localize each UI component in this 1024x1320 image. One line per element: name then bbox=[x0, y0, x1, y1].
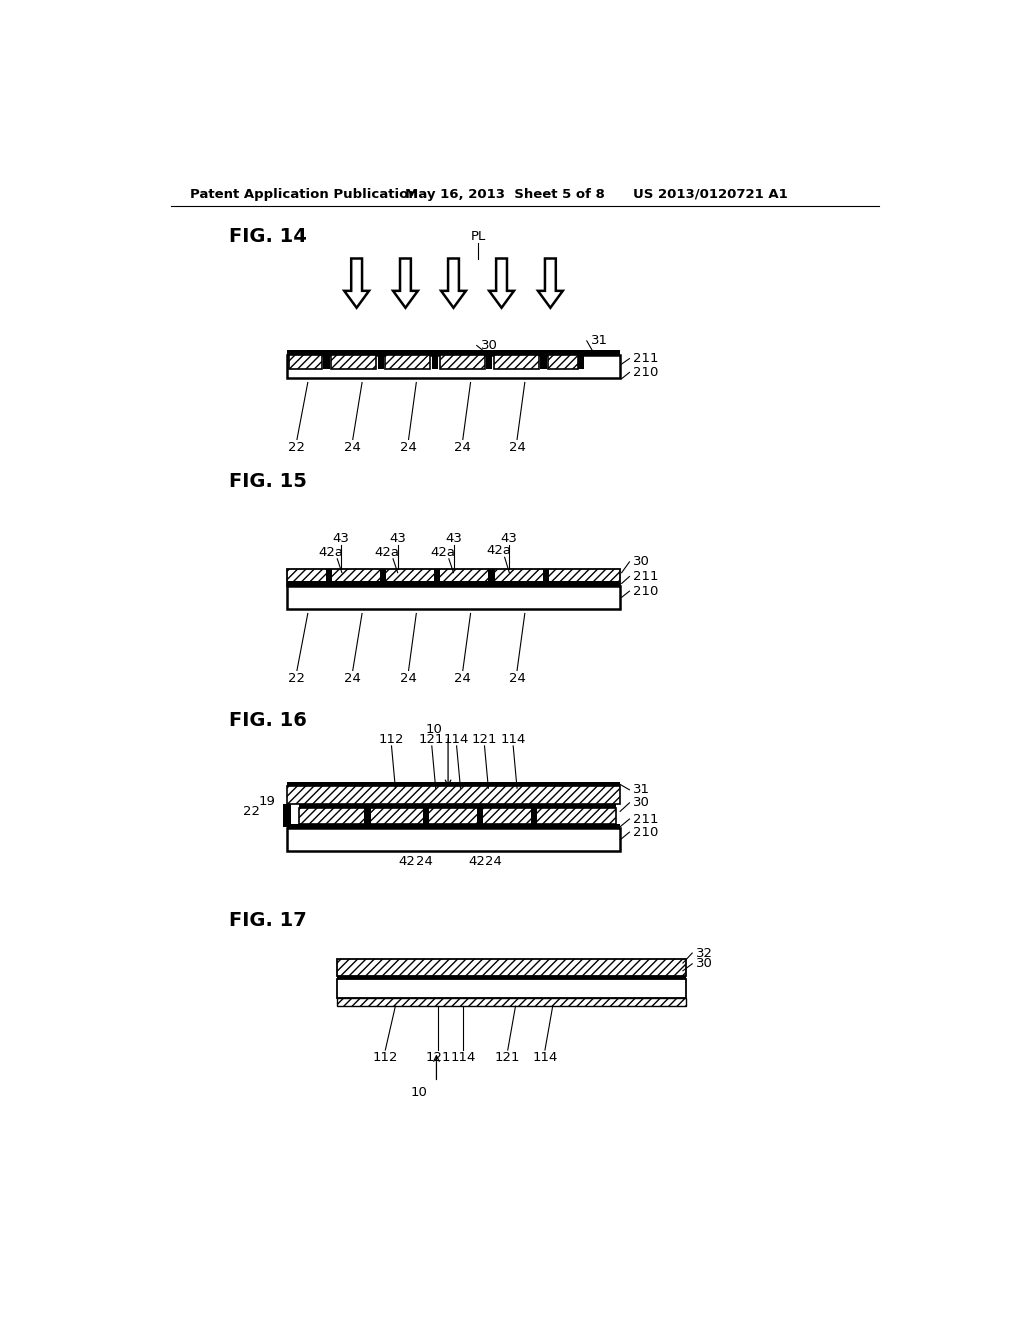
Polygon shape bbox=[441, 259, 466, 308]
Bar bbox=[337, 960, 686, 977]
Text: 114: 114 bbox=[451, 1051, 475, 1064]
Bar bbox=[385, 355, 430, 368]
Text: 24: 24 bbox=[400, 672, 417, 685]
Text: 19: 19 bbox=[258, 795, 275, 808]
Text: 31: 31 bbox=[591, 334, 607, 347]
Text: 121: 121 bbox=[472, 733, 498, 746]
Text: 114: 114 bbox=[501, 733, 526, 746]
Text: 24: 24 bbox=[485, 855, 502, 869]
Text: PL: PL bbox=[471, 230, 486, 243]
Bar bbox=[299, 808, 616, 825]
Text: 24: 24 bbox=[455, 441, 471, 454]
Bar bbox=[543, 569, 549, 586]
Text: 22: 22 bbox=[243, 805, 260, 818]
Text: 211: 211 bbox=[633, 352, 658, 366]
Bar bbox=[324, 355, 330, 368]
Text: 43: 43 bbox=[445, 532, 462, 545]
Bar bbox=[365, 808, 371, 825]
Text: 121: 121 bbox=[419, 733, 444, 746]
Text: FIG. 16: FIG. 16 bbox=[228, 711, 306, 730]
Bar bbox=[289, 355, 322, 368]
Text: 24: 24 bbox=[455, 672, 471, 685]
Text: 121: 121 bbox=[425, 1051, 451, 1064]
Text: 121: 121 bbox=[495, 1051, 520, 1064]
Bar bbox=[488, 569, 495, 586]
Text: FIG. 17: FIG. 17 bbox=[228, 911, 306, 931]
Bar bbox=[287, 586, 621, 609]
Bar bbox=[494, 355, 539, 368]
Text: 30: 30 bbox=[633, 796, 650, 809]
Text: 210: 210 bbox=[633, 585, 658, 598]
Bar bbox=[287, 829, 621, 851]
Polygon shape bbox=[538, 259, 563, 308]
Bar bbox=[287, 569, 621, 586]
Text: 42a: 42a bbox=[375, 545, 399, 558]
Text: 10: 10 bbox=[411, 1086, 427, 1100]
Text: 24: 24 bbox=[416, 855, 432, 869]
Bar bbox=[486, 355, 493, 368]
Text: 24: 24 bbox=[344, 441, 361, 454]
Bar bbox=[439, 355, 484, 368]
Bar bbox=[380, 569, 386, 586]
Text: 24: 24 bbox=[509, 672, 525, 685]
Text: 30: 30 bbox=[480, 339, 498, 352]
Text: 211: 211 bbox=[633, 813, 658, 825]
Text: 24: 24 bbox=[344, 672, 361, 685]
Text: 42: 42 bbox=[398, 855, 416, 869]
Bar bbox=[578, 355, 584, 368]
Bar bbox=[287, 350, 621, 355]
Bar bbox=[287, 355, 621, 378]
Polygon shape bbox=[344, 259, 369, 308]
Text: 30: 30 bbox=[696, 957, 713, 970]
Bar bbox=[378, 355, 384, 368]
Text: 42: 42 bbox=[468, 855, 485, 869]
Text: 210: 210 bbox=[633, 366, 658, 379]
Text: FIG. 14: FIG. 14 bbox=[228, 227, 306, 247]
Text: 210: 210 bbox=[633, 825, 658, 838]
Text: 10: 10 bbox=[426, 723, 442, 737]
Text: 114: 114 bbox=[444, 733, 469, 746]
Text: 43: 43 bbox=[389, 532, 407, 545]
Bar bbox=[337, 979, 686, 998]
Bar bbox=[287, 581, 621, 586]
Bar bbox=[477, 808, 483, 825]
Text: 112: 112 bbox=[379, 733, 404, 746]
Text: 43: 43 bbox=[333, 532, 349, 545]
Text: 24: 24 bbox=[509, 441, 525, 454]
Polygon shape bbox=[393, 259, 418, 308]
Bar bbox=[337, 977, 686, 979]
Bar bbox=[287, 825, 621, 829]
Bar bbox=[283, 804, 291, 826]
Text: 22: 22 bbox=[289, 441, 305, 454]
Text: May 16, 2013  Sheet 5 of 8: May 16, 2013 Sheet 5 of 8 bbox=[406, 187, 605, 201]
Bar bbox=[326, 569, 332, 586]
Bar bbox=[548, 355, 578, 368]
Text: 42a: 42a bbox=[486, 544, 511, 557]
Bar bbox=[287, 781, 621, 785]
Text: US 2013/0120721 A1: US 2013/0120721 A1 bbox=[633, 187, 788, 201]
Text: Patent Application Publication: Patent Application Publication bbox=[190, 187, 418, 201]
Bar bbox=[423, 808, 429, 825]
Bar bbox=[287, 785, 621, 804]
Text: 43: 43 bbox=[501, 532, 518, 545]
Bar bbox=[531, 808, 538, 825]
Polygon shape bbox=[489, 259, 514, 308]
Text: 31: 31 bbox=[633, 783, 650, 796]
Text: 22: 22 bbox=[289, 672, 305, 685]
Text: 30: 30 bbox=[633, 556, 650, 569]
Text: 211: 211 bbox=[633, 570, 658, 583]
Text: 42a: 42a bbox=[318, 545, 343, 558]
Bar bbox=[432, 355, 438, 368]
Text: FIG. 15: FIG. 15 bbox=[228, 473, 306, 491]
Text: 42a: 42a bbox=[430, 545, 455, 558]
Text: 114: 114 bbox=[532, 1051, 558, 1064]
Text: 24: 24 bbox=[400, 441, 417, 454]
Bar bbox=[299, 804, 616, 808]
Bar bbox=[541, 355, 547, 368]
Text: 112: 112 bbox=[373, 1051, 398, 1064]
Bar bbox=[434, 569, 440, 586]
Bar bbox=[331, 355, 376, 368]
Text: 32: 32 bbox=[696, 946, 713, 960]
Bar bbox=[337, 998, 686, 1006]
